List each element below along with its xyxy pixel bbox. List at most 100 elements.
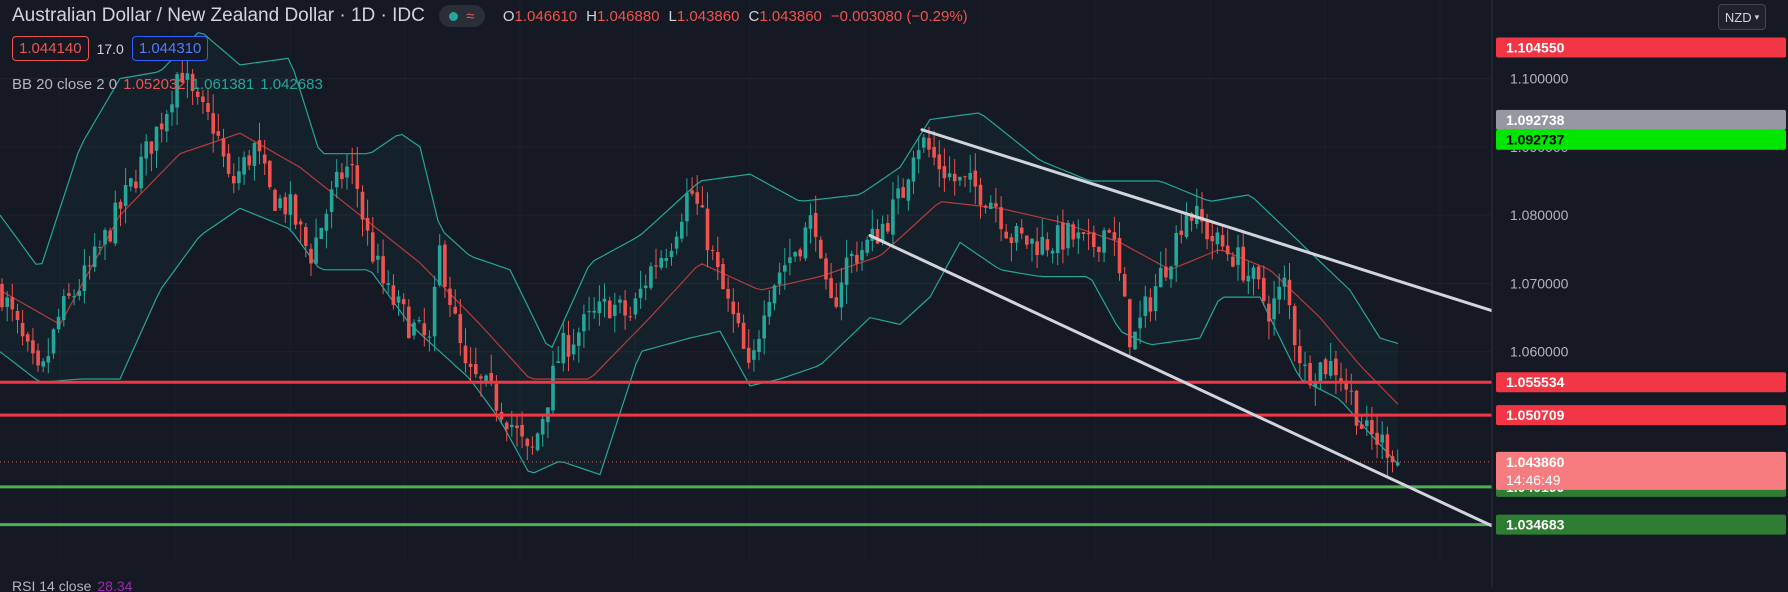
candle-body	[221, 138, 226, 157]
candle-body	[927, 138, 931, 150]
bollinger-legend[interactable]: BB 20 close 2 0 1.052032 1.061381 1.0426…	[12, 76, 323, 93]
currency-button[interactable]: NZD ▾	[1718, 4, 1766, 30]
bb-lower-line	[0, 207, 1399, 476]
bb-band-fill	[0, 32, 1398, 475]
candle-body	[458, 314, 463, 343]
symbol-title[interactable]: Australian Dollar / New Zealand Dollar ·…	[12, 5, 425, 26]
trendlines[interactable]	[868, 128, 1494, 528]
sell-price-button[interactable]: 1.044140	[12, 36, 89, 61]
candle-body	[808, 215, 813, 229]
candle-body	[1097, 246, 1101, 252]
candle-body	[1298, 346, 1302, 364]
candle-body	[463, 345, 468, 364]
candle-body	[365, 217, 370, 231]
candle-body	[1365, 420, 1369, 427]
candle-body	[803, 227, 808, 259]
candle-body	[468, 363, 473, 367]
candle-body	[67, 293, 71, 296]
chevron-down-icon: ▾	[1754, 11, 1760, 22]
candle-body	[1107, 230, 1111, 233]
candle-body	[386, 283, 390, 285]
candle-body	[123, 185, 128, 206]
candle-body	[716, 252, 720, 268]
candle-body	[298, 221, 303, 225]
price-tick-label: 1.080000	[1510, 207, 1569, 223]
candle-body	[911, 157, 916, 182]
candle-body	[999, 207, 1003, 230]
candle-body	[824, 258, 828, 280]
candle-body	[381, 256, 385, 284]
resistance-price-tag: 1.050709	[1506, 407, 1565, 423]
last-price-tag-bg	[1496, 451, 1786, 490]
rsi-legend[interactable]: RSI 14 close 28.34	[12, 578, 132, 592]
candle-body	[674, 236, 679, 249]
candle-body	[819, 239, 823, 259]
candle-body	[1158, 267, 1163, 288]
candle-body	[56, 316, 61, 330]
candle-body	[855, 254, 859, 264]
candle-body	[46, 356, 51, 363]
candle-body	[360, 191, 365, 220]
candle-body	[1308, 363, 1312, 386]
candle-body	[345, 166, 349, 178]
candle-body	[268, 160, 272, 188]
candle-body	[618, 299, 622, 303]
candle-body	[870, 228, 875, 241]
candle-body	[592, 310, 596, 313]
crosshair-price-tag: 1.092738	[1506, 112, 1565, 128]
horizontal-lines[interactable]	[0, 380, 1492, 527]
candle-body	[510, 424, 514, 428]
candle-body	[334, 171, 339, 188]
candle-body	[685, 192, 689, 222]
candle-body	[201, 96, 205, 102]
candle-body	[602, 298, 607, 302]
buy-price-button[interactable]: 1.044310	[131, 36, 209, 61]
candle-body	[906, 179, 911, 201]
candle-body	[700, 205, 705, 208]
candle-body	[1061, 222, 1065, 250]
candle-body	[1035, 241, 1039, 256]
market-status-pill[interactable]: ≈	[438, 5, 485, 27]
ohlc-values: O1.046610 H1.046880 L1.043860 C1.043860 …	[503, 8, 968, 25]
candle-body	[1277, 286, 1281, 300]
bb-lower-value: 1.042683	[260, 76, 323, 93]
candle-body	[232, 176, 236, 184]
candle-body	[1179, 230, 1184, 235]
chart-header: Australian Dollar / New Zealand Dollar ·…	[12, 4, 968, 28]
candle-body	[1225, 245, 1230, 255]
candle-body	[36, 350, 40, 366]
candle-body	[484, 375, 488, 382]
candle-body	[1076, 232, 1081, 239]
candle-body	[860, 250, 864, 261]
candle-body	[92, 246, 97, 267]
candle-body	[613, 304, 617, 316]
candle-body	[1328, 361, 1333, 376]
candle-body	[314, 237, 318, 264]
candle-body	[525, 438, 530, 447]
resistance-price-tag: 1.055534	[1506, 374, 1565, 390]
candle-body	[659, 257, 663, 268]
candle-body	[1117, 238, 1122, 274]
price-axis[interactable]: 1.1000001.0900001.0800001.0700001.060000…	[1491, 0, 1788, 587]
candle-body	[1205, 220, 1209, 240]
candle-body	[865, 239, 869, 253]
candle-body	[577, 332, 581, 346]
spread-value: 17.0	[96, 40, 124, 57]
candle-body	[262, 154, 267, 164]
candle-body	[1262, 277, 1266, 301]
crosshair-price-tag-bg	[1496, 109, 1786, 130]
candle-body	[1092, 232, 1096, 248]
candle-body	[1055, 225, 1060, 254]
candle-body	[798, 249, 802, 257]
candle-body	[1272, 298, 1276, 320]
candle-body	[628, 316, 633, 318]
candle-body	[1164, 266, 1168, 278]
candle-body	[1267, 303, 1271, 322]
candle-body	[963, 176, 967, 178]
candle-body	[813, 213, 818, 237]
trendline	[868, 234, 1494, 528]
candle-body	[159, 123, 164, 130]
candle-body	[1014, 226, 1019, 243]
candle-body	[849, 253, 854, 257]
